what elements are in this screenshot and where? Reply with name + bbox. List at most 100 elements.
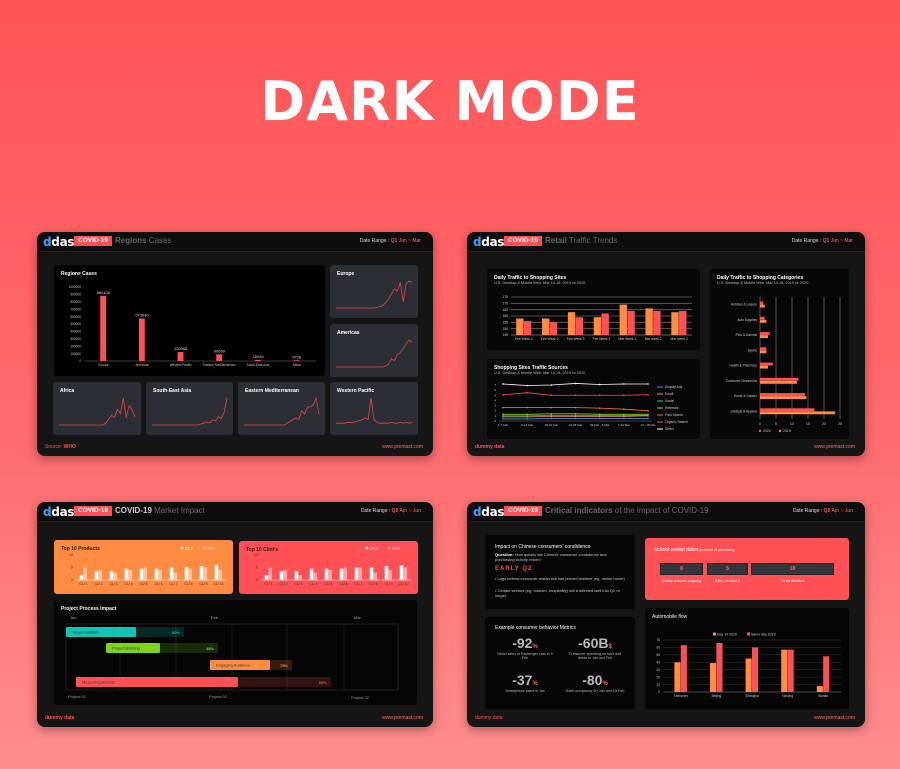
data-point xyxy=(623,394,625,397)
panel-title: South-East Asia xyxy=(153,388,192,394)
y-tick-label: 100000 xyxy=(70,352,81,356)
y-tick-label: 200000 xyxy=(70,344,81,348)
legend-label: Paid Search xyxy=(665,413,683,417)
date-range[interactable]: Date Range : Q1 Jan ~ Mar xyxy=(359,238,421,244)
legend-label: Email xyxy=(665,392,674,396)
metric-caption: Retail sales of Passenger cars in 9 Feb xyxy=(497,652,553,661)
bar xyxy=(399,565,404,580)
card-header: ddashi COVID-19 Critical indicators of t… xyxy=(467,502,865,522)
traffic-sites-panel: Daily Traffic to Shopping Sites U.S. Des… xyxy=(487,269,700,350)
bar xyxy=(169,567,174,580)
sparkline-chart xyxy=(244,396,320,426)
data-point xyxy=(526,384,528,387)
sparkline xyxy=(152,397,228,426)
bar xyxy=(760,319,767,323)
y-tick-label: 10 xyxy=(656,683,660,687)
legend-swatch xyxy=(778,429,782,433)
project-label: Project 01 xyxy=(68,694,87,699)
legend-swatch xyxy=(365,546,369,550)
sparkline xyxy=(244,396,320,426)
data-point xyxy=(623,408,625,410)
data-point xyxy=(574,414,577,417)
x-tick-label: Africa xyxy=(293,363,301,367)
source-note: Source: WHO xyxy=(45,444,76,450)
bar xyxy=(83,567,88,580)
dashboard-critical-indicators: ddashi COVID-19 Critical indicators of t… xyxy=(467,502,865,727)
y-tick-label: 150 xyxy=(502,327,508,331)
regions-bar-chart: 0 100000 200000 300000 400000 500000 600000 700… xyxy=(69,285,316,367)
date-range[interactable]: Date Range : Q1 Jan ~ Mar xyxy=(791,238,853,244)
bar xyxy=(671,312,679,335)
legend-label: 2019 xyxy=(370,546,378,550)
sparkline-panel: Eastern Mediterranean xyxy=(238,382,325,435)
y-tick-label: 145 xyxy=(502,333,508,337)
data-label: 120965 xyxy=(174,346,188,351)
legend-label: 2019 xyxy=(783,429,791,433)
bar xyxy=(593,317,602,335)
sparkline xyxy=(336,397,413,424)
site-link[interactable]: www.premast.com xyxy=(814,444,855,450)
y-tick-label: Home & Garden xyxy=(734,394,757,398)
site-link[interactable]: www.premast.com xyxy=(382,715,423,721)
x-tick-label: 14 - 18 Mar xyxy=(640,423,655,427)
school-title: School restart dates (number of province… xyxy=(654,547,735,553)
data-label: 573940 xyxy=(135,313,149,318)
date-range[interactable]: Date Range : Q2 Apr ~ Jun xyxy=(360,508,421,514)
site-link[interactable]: www.premast.com xyxy=(382,444,423,450)
x-tick-label: CU 3 xyxy=(109,582,117,586)
bar xyxy=(760,393,805,396)
covid-badge: COVID-19 xyxy=(74,506,112,516)
bar xyxy=(158,570,163,580)
data-point xyxy=(574,406,577,409)
bar xyxy=(760,350,767,354)
legend-label: 2020 xyxy=(207,546,215,550)
y-tick-label: 60 xyxy=(656,646,660,650)
bar xyxy=(760,411,836,415)
y-tick-label: Sports xyxy=(748,348,758,352)
school-caption: To be decided xyxy=(780,579,805,583)
sparkline xyxy=(59,397,136,426)
bar xyxy=(823,656,830,692)
data-point xyxy=(598,394,601,397)
x-tick-label: CU 2 xyxy=(279,582,287,586)
x-tick-label: Feb Week 2 xyxy=(541,337,559,341)
metric-caption: Consumer spending on food and drinks in … xyxy=(568,652,622,661)
bar xyxy=(542,318,550,335)
school-value: 18 xyxy=(751,563,834,575)
covid-badge: COVID-19 xyxy=(504,506,542,516)
x-tick-label: CU 9 xyxy=(199,582,207,586)
data-point xyxy=(623,413,625,416)
bar xyxy=(309,568,314,580)
x-tick-label: Shenzhen xyxy=(674,694,689,698)
y-tick-label: Pets & Animals xyxy=(736,333,758,337)
x-tick-label: Mar week 3 xyxy=(671,337,688,341)
bar xyxy=(709,663,717,692)
school-caption: After 15 March xyxy=(715,579,740,583)
data-point xyxy=(550,394,553,397)
data-point xyxy=(647,417,649,420)
y-tick-label: 800000 xyxy=(70,300,81,304)
sparkline-panel: Americas xyxy=(330,324,418,377)
bar xyxy=(760,408,815,412)
card-title: Critical indicators of the impact of COV… xyxy=(545,506,709,515)
dummy-data-note: dummy data xyxy=(475,715,503,721)
bar xyxy=(293,360,300,361)
site-link[interactable]: www.premast.com xyxy=(814,715,855,721)
panel-subtitle: U.S. Desktop & Mobile Web, Mar 14-18, 20… xyxy=(494,281,586,285)
bar xyxy=(324,568,329,580)
dummy-data-note: dummy data xyxy=(45,715,75,721)
data-point xyxy=(502,393,504,396)
automobile-flow-bar-chart: 0 10 20 30 40 50 60 70 Shenzhen Beijing Shanghai Na… xyxy=(656,632,841,698)
impact-panel: Impact on Chinese consumers' condidence … xyxy=(485,535,635,609)
headline: DARK MODE xyxy=(260,70,640,133)
card-header: ddashi COVID-19 Retail Traffic Trends Da… xyxy=(467,232,865,252)
data-point xyxy=(574,382,577,385)
y-tick-label: 900000 xyxy=(70,293,81,297)
bar xyxy=(94,571,99,580)
y-tick-label: 3 xyxy=(494,404,496,408)
x-tick-label: 10 xyxy=(790,422,794,426)
early-q2-label: EARLY Q2 xyxy=(495,566,533,572)
date-range[interactable]: Date Range : Q2 Apr ~ Jun xyxy=(792,508,853,514)
data-point xyxy=(574,417,577,420)
bar xyxy=(760,377,799,381)
